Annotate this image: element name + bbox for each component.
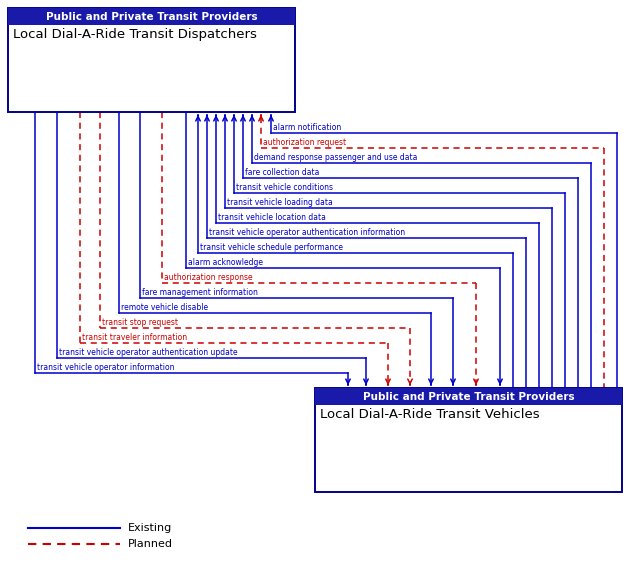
Text: Planned: Planned <box>128 539 173 549</box>
Bar <box>8 8 295 25</box>
Text: authorization response: authorization response <box>164 273 253 282</box>
Text: Local Dial-A-Ride Transit Vehicles: Local Dial-A-Ride Transit Vehicles <box>320 408 540 421</box>
Text: transit vehicle operator information: transit vehicle operator information <box>37 363 175 372</box>
Text: alarm notification: alarm notification <box>273 123 341 132</box>
Text: fare collection data: fare collection data <box>245 168 319 177</box>
Text: demand response passenger and use data: demand response passenger and use data <box>254 153 417 162</box>
Bar <box>315 388 622 405</box>
Text: Existing: Existing <box>128 523 172 533</box>
Text: fare management information: fare management information <box>142 288 258 297</box>
Text: Local Dial-A-Ride Transit Dispatchers: Local Dial-A-Ride Transit Dispatchers <box>13 28 257 41</box>
Text: transit vehicle operator authentication update: transit vehicle operator authentication … <box>59 348 238 357</box>
Text: transit traveler information: transit traveler information <box>82 333 187 342</box>
Text: transit vehicle operator authentication information: transit vehicle operator authentication … <box>209 228 405 237</box>
Text: transit stop request: transit stop request <box>102 318 178 327</box>
Bar <box>315 388 622 492</box>
Text: transit vehicle conditions: transit vehicle conditions <box>236 183 333 192</box>
Text: Public and Private Transit Providers: Public and Private Transit Providers <box>363 391 575 401</box>
Text: authorization request: authorization request <box>263 138 346 147</box>
Text: Public and Private Transit Providers: Public and Private Transit Providers <box>46 12 257 22</box>
Bar <box>8 8 295 112</box>
Text: transit vehicle schedule performance: transit vehicle schedule performance <box>200 243 343 252</box>
Text: remote vehicle disable: remote vehicle disable <box>121 303 208 312</box>
Text: transit vehicle location data: transit vehicle location data <box>218 213 326 222</box>
Text: transit vehicle loading data: transit vehicle loading data <box>227 198 333 207</box>
Text: alarm acknowledge: alarm acknowledge <box>188 258 263 267</box>
